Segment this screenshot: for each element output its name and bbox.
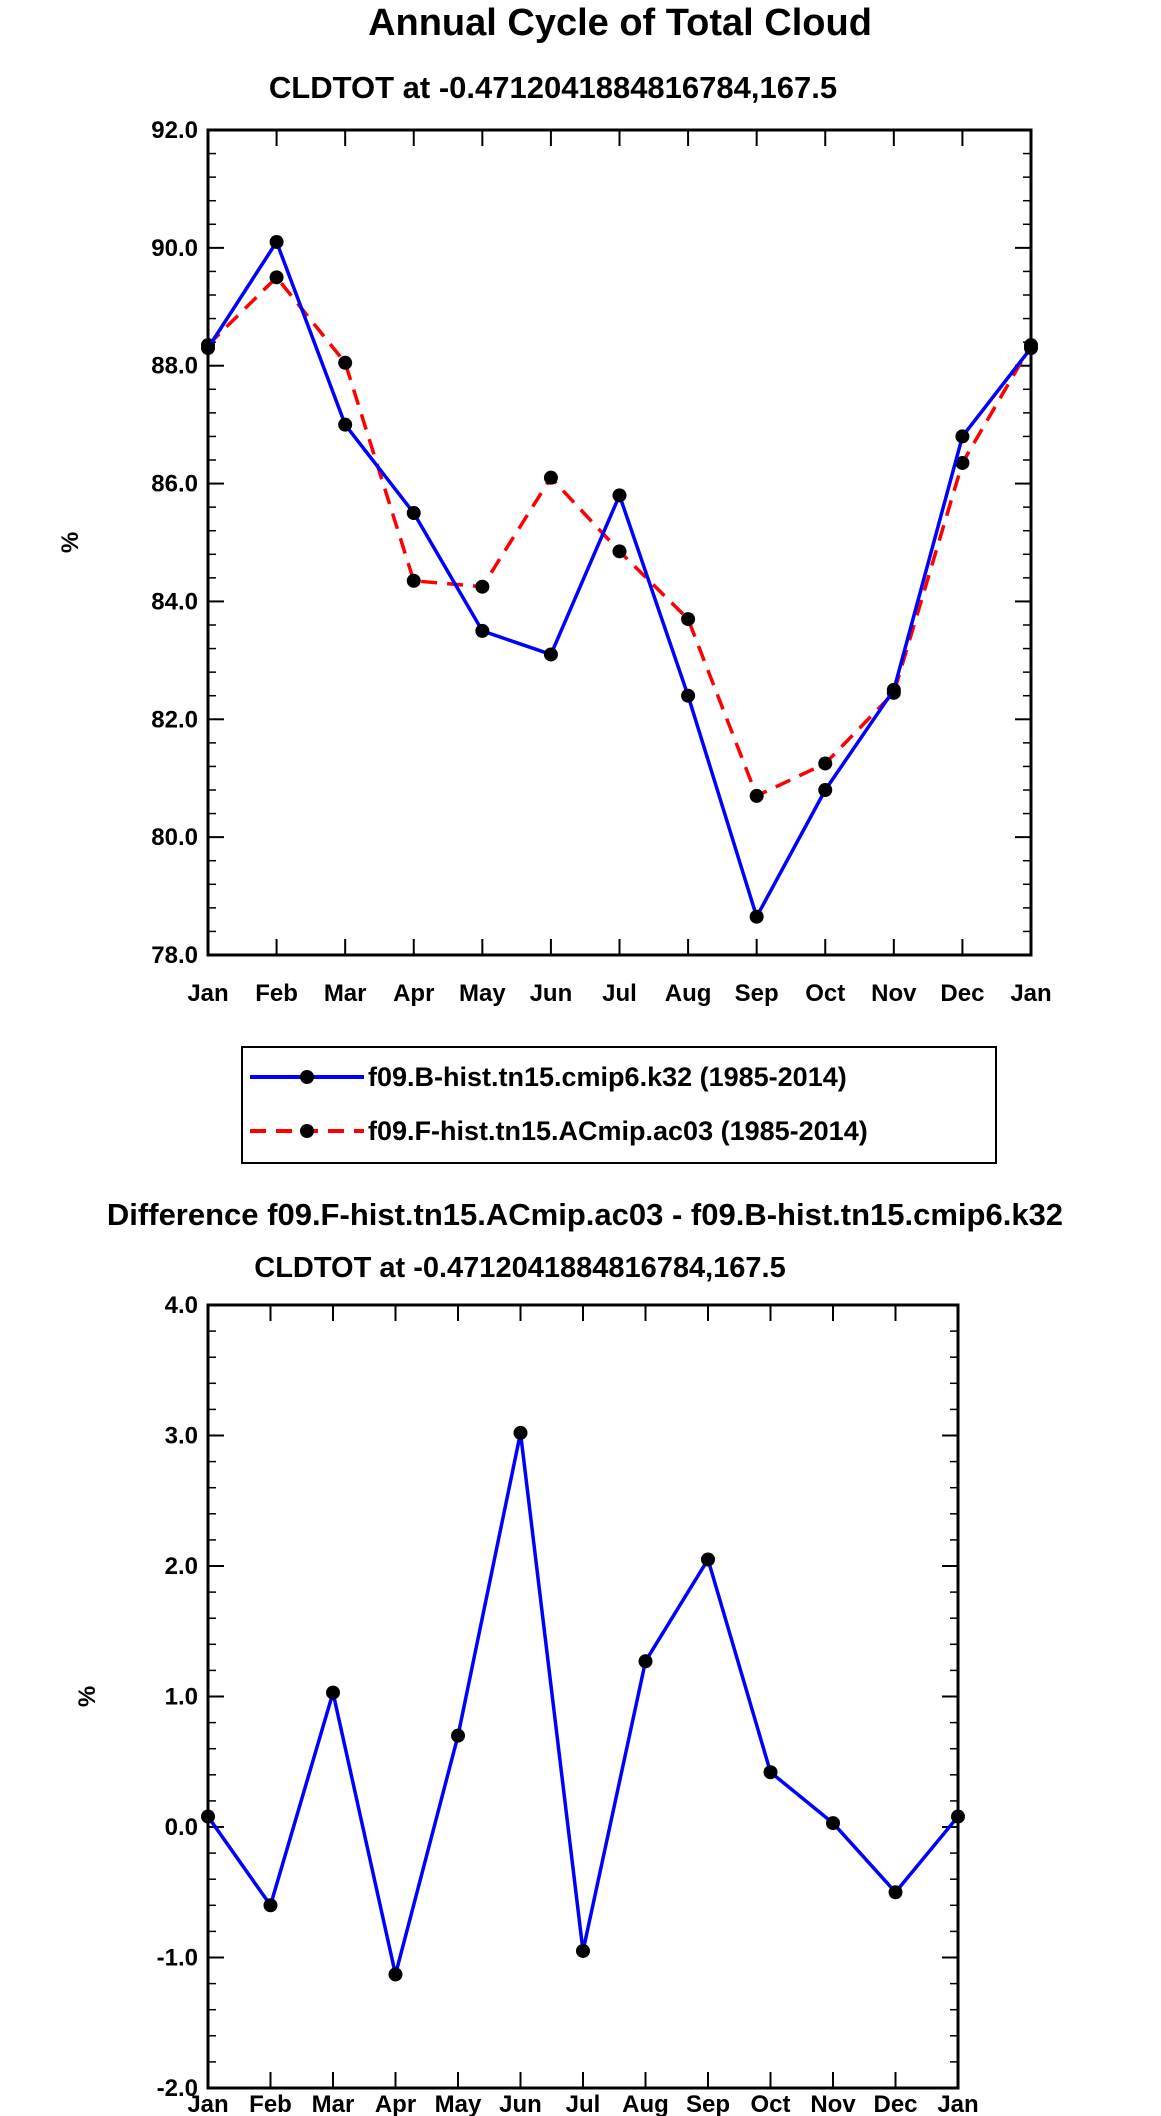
figure-title: Annual Cycle of Total Cloud [368,2,872,44]
chart1-series-0-point [201,341,215,356]
chart2-ytick-label: 4.0 [165,1292,198,1319]
chart1-ylabel: % [57,532,84,553]
chart2-ylabel: % [74,1686,101,1707]
chart2-ytick-label: -1.0 [157,1945,198,1972]
chart2-ytick-label: 1.0 [165,1684,198,1711]
chart2-xtick-label: Dec [873,2091,917,2116]
legend-label-0: f09.B-hist.tn15.cmip6.k32 (1985-2014) [368,1062,847,1092]
chart2-plot: -2.0 -1.0 0.0 1.0 2.0 3.0 4.0 Jan Feb Mar Apr May Ju… [74,1292,979,2116]
chart2-series-0-line [206,1431,960,1977]
chart1-series-0-point [681,688,696,703]
chart2-xtick-label: Jan [187,2091,228,2116]
chart2-frame [206,1303,960,2090]
chart1-plot: 78.0 80.0 82.0 84.0 86.0 88.0 90.0 92.0 Jan Feb Ma… [57,117,1052,1007]
chart2-xtick-label: Jun [499,2091,542,2116]
chart2-series-0-point [513,1425,528,1440]
chart1-series-0-point [749,909,764,924]
chart1-xtick-label: Dec [940,980,984,1007]
chart1-series-0-point [818,783,833,797]
chart1-series-0-point [406,506,421,521]
chart2-subtitle: CLDTOT at -0.4712041884816784,167.5 [254,1252,786,1284]
chart1-series-1-point [612,544,627,559]
chart1-series-0-point [1024,341,1038,356]
chart2-xtick-label: Jul [566,2091,601,2116]
legend-box [241,1046,997,1164]
chart1-ytick-label: 78.0 [151,942,198,969]
chart1-xtick-label: Nov [871,980,917,1007]
chart2-xtick-label: Sep [686,2091,730,2116]
chart1-series-1-line [206,275,1033,798]
chart1-series-1-point [818,756,833,771]
chart2-series-0-point [951,1809,965,1824]
chart2-series-0-point [576,1943,590,1958]
chart2-series-0-point [826,1816,840,1831]
chart2-xtick-label: Mar [312,2091,355,2116]
chart1-series-1-point [475,579,490,594]
chart1-xtick-label: Jan [1010,980,1051,1007]
chart1-xtick-label: Mar [324,980,367,1007]
chart1-series-1-point [749,788,764,803]
chart1-series-0-point [475,623,490,638]
chart1-series-0-point [955,429,970,444]
chart1-series-0-point [543,647,558,662]
legend-marker-1 [300,1124,314,1138]
chart1-ytick-label: 90.0 [151,235,198,262]
chart1-subtitle: CLDTOT at -0.4712041884816784,167.5 [269,70,837,105]
chart1-series-0-point [338,417,353,432]
chart2-xtick-label: Nov [810,2091,856,2116]
chart2-xtick-label: Apr [375,2091,416,2116]
chart1-series-1-point [406,573,421,588]
chart1-xtick-label: Jul [602,980,637,1007]
chart1-ytick-label: 88.0 [151,353,198,380]
chart2-series-0-point [888,1885,903,1900]
chart1-xtick-label: Jan [187,980,228,1007]
chart1-ytick-label: 92.0 [151,117,198,144]
chart1-ytick-label: 80.0 [151,824,198,851]
chart2-xtick-label: Jan [937,2091,978,2116]
chart1-series-0-point [886,682,901,697]
chart1-series-1-point [543,470,558,485]
chart1-series-1-point [681,612,696,627]
chart2-series-0-point [763,1765,778,1780]
chart1-series-0-point [612,488,627,503]
chart2-xtick-label: Feb [249,2091,292,2116]
chart2-series-0-point [201,1809,215,1824]
legend-marker-0 [300,1070,314,1084]
diff-title: Difference f09.F-hist.tn15.ACmip.ac03 - … [107,1197,1063,1232]
chart2-xtick-label: Oct [750,2091,790,2116]
chart2-ytick-label: 0.0 [165,1814,198,1841]
chart2-xtick-label: Aug [622,2091,669,2116]
chart2-ytick-label: 2.0 [165,1553,198,1580]
chart1-series-1-point [269,270,284,285]
chart1-xtick-label: Apr [393,980,434,1007]
chart2-series-0-point [263,1898,278,1913]
chart1-series-1-point [338,355,353,370]
chart1-xtick-label: May [459,980,506,1007]
chart2-ytick-label: 3.0 [165,1423,198,1450]
chart1-xtick-label: Jun [530,980,573,1007]
chart2-series-0-point [326,1685,340,1700]
chart1-ytick-label: 82.0 [151,706,198,733]
chart2-xtick-label: May [435,2091,482,2116]
legend-label-1: f09.F-hist.tn15.ACmip.ac03 (1985-2014) [368,1116,868,1146]
chart1-xtick-label: Oct [805,980,845,1007]
chart1-ytick-label: 84.0 [151,588,198,615]
chart2-series-0-point [388,1967,403,1982]
chart2-series-0-point [701,1552,715,1567]
chart2-ytick-label: -2.0 [157,2075,198,2102]
chart1-series-1-point [955,455,970,470]
chart1-series-0-point [269,234,284,249]
chart1-xtick-label: Aug [665,980,712,1007]
chart1-xtick-label: Sep [735,980,779,1007]
chart1-frame [206,128,1033,957]
chart2-series-0-point [451,1728,465,1743]
chart1-xtick-label: Feb [255,980,298,1007]
chart1-ytick-label: 86.0 [151,471,198,498]
chart2-series-0-point [638,1654,653,1669]
